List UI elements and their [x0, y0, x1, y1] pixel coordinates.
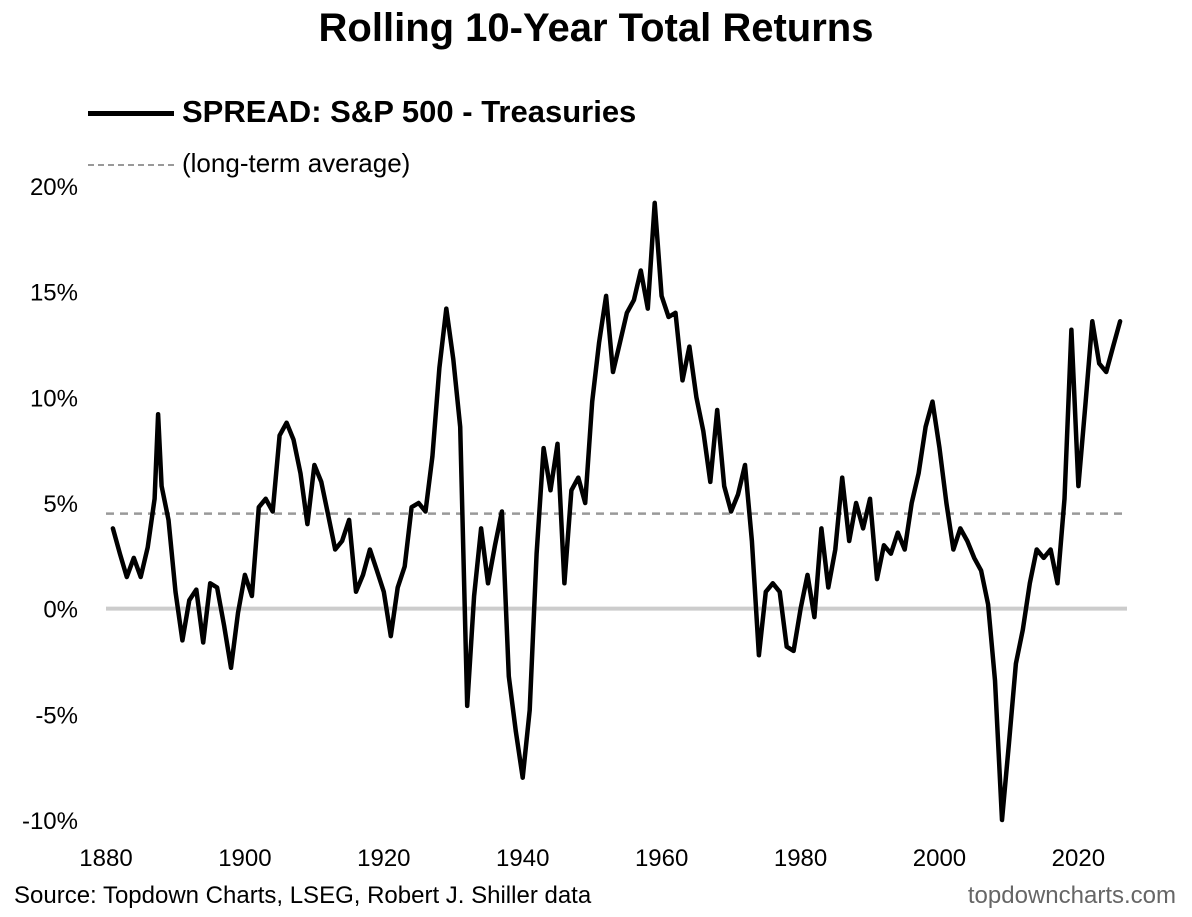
spread-series-line: [110, 200, 1123, 823]
x-tick-label: 2000: [913, 845, 966, 872]
y-tick-label: 5%: [43, 491, 78, 518]
x-tick-label: 1920: [357, 845, 410, 872]
legend-swatch-dashed: [88, 164, 174, 167]
legend-entry-spread: SPREAD: S&P 500 - Treasuries: [88, 94, 636, 130]
brand-credit: topdowncharts.com: [967, 882, 1176, 909]
y-tick-label: 20%: [30, 174, 78, 201]
y-tick-label: -10%: [22, 808, 78, 835]
y-axis: 20% 15% 10% 5% 0% -5% -10%: [22, 174, 78, 835]
x-tick-label: 2020: [1052, 845, 1105, 872]
x-tick-label: 1900: [218, 845, 271, 872]
x-tick-label: 1880: [79, 845, 132, 872]
y-tick-label: 10%: [30, 385, 78, 412]
legend-swatch-solid: [88, 111, 174, 117]
y-tick-label: 0%: [43, 597, 78, 624]
chart-title: Rolling 10-Year Total Returns: [318, 6, 874, 50]
y-tick-label: -5%: [35, 702, 78, 729]
source-note: Source: Topdown Charts, LSEG, Robert J. …: [14, 882, 592, 909]
x-tick-label: 1960: [635, 845, 688, 872]
x-tick-label: 1980: [774, 845, 827, 872]
y-tick-label: 15%: [30, 280, 78, 307]
legend-label-spread: SPREAD: S&P 500 - Treasuries: [182, 94, 637, 129]
legend-label-average: (long-term average): [182, 148, 411, 178]
x-tick-label: 1940: [496, 845, 549, 872]
x-axis: 1880 1900 1920 1940 1960 1980 2000 2020: [79, 845, 1105, 872]
legend-entry-average: (long-term average): [88, 148, 410, 179]
